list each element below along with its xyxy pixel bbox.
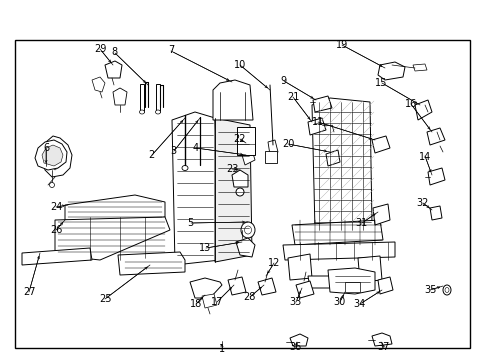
Text: 27: 27 <box>23 287 36 297</box>
Polygon shape <box>258 278 275 295</box>
Text: 10: 10 <box>233 60 245 70</box>
Text: 29: 29 <box>94 44 106 54</box>
Bar <box>156 84 160 112</box>
Text: 20: 20 <box>282 139 294 149</box>
Text: 19: 19 <box>335 40 348 50</box>
Ellipse shape <box>155 110 160 114</box>
Polygon shape <box>426 128 444 145</box>
Text: 14: 14 <box>418 152 431 162</box>
Polygon shape <box>371 136 389 153</box>
Polygon shape <box>327 268 374 294</box>
Polygon shape <box>172 112 220 265</box>
Text: 13: 13 <box>199 243 211 253</box>
Text: 31: 31 <box>355 218 367 228</box>
Polygon shape <box>287 254 311 280</box>
Text: 21: 21 <box>286 92 299 102</box>
Polygon shape <box>42 145 63 166</box>
Text: 17: 17 <box>211 297 224 307</box>
Polygon shape <box>289 334 307 346</box>
Text: 5: 5 <box>187 218 193 228</box>
Polygon shape <box>267 140 278 155</box>
Polygon shape <box>311 98 371 230</box>
Ellipse shape <box>139 110 144 114</box>
Text: 9: 9 <box>280 76 286 86</box>
Polygon shape <box>357 256 381 282</box>
Ellipse shape <box>49 183 54 188</box>
Polygon shape <box>65 195 164 225</box>
Polygon shape <box>236 238 254 257</box>
Polygon shape <box>291 220 382 245</box>
Text: 16: 16 <box>404 99 416 109</box>
Polygon shape <box>427 168 444 185</box>
Text: 1: 1 <box>219 344 225 354</box>
Polygon shape <box>227 277 245 295</box>
Polygon shape <box>113 88 127 105</box>
Polygon shape <box>105 61 122 78</box>
Bar <box>264 151 276 163</box>
Bar <box>140 84 143 112</box>
Text: 3: 3 <box>170 146 176 156</box>
Text: 28: 28 <box>243 292 255 302</box>
Text: 12: 12 <box>267 258 280 268</box>
Polygon shape <box>92 77 105 92</box>
Ellipse shape <box>236 188 244 196</box>
Text: 34: 34 <box>352 299 365 309</box>
Polygon shape <box>22 248 92 265</box>
Text: 22: 22 <box>233 134 245 144</box>
Polygon shape <box>307 276 361 288</box>
Polygon shape <box>231 170 247 187</box>
Text: 18: 18 <box>189 299 202 309</box>
Polygon shape <box>307 118 325 135</box>
Polygon shape <box>42 136 72 177</box>
Text: 33: 33 <box>289 297 302 307</box>
Polygon shape <box>377 277 392 294</box>
Polygon shape <box>50 145 65 170</box>
Polygon shape <box>55 217 170 260</box>
Polygon shape <box>283 242 394 260</box>
Text: 6: 6 <box>43 143 49 153</box>
Polygon shape <box>215 118 251 262</box>
Text: 30: 30 <box>333 297 346 307</box>
Text: 2: 2 <box>148 150 154 160</box>
Polygon shape <box>377 62 404 80</box>
Text: 4: 4 <box>192 143 198 153</box>
Ellipse shape <box>182 166 187 171</box>
Ellipse shape <box>241 222 254 238</box>
Text: 23: 23 <box>225 164 238 174</box>
Polygon shape <box>372 204 389 225</box>
Ellipse shape <box>442 285 450 295</box>
Polygon shape <box>190 278 222 298</box>
Polygon shape <box>325 150 339 166</box>
Text: 24: 24 <box>50 202 62 212</box>
Polygon shape <box>213 80 252 120</box>
Polygon shape <box>371 333 391 346</box>
Text: 7: 7 <box>168 45 174 55</box>
Polygon shape <box>312 96 331 112</box>
Polygon shape <box>414 100 431 120</box>
Polygon shape <box>35 140 67 170</box>
Text: 25: 25 <box>99 294 111 304</box>
Ellipse shape <box>444 288 448 292</box>
Text: 8: 8 <box>112 47 118 57</box>
Text: 26: 26 <box>50 225 62 235</box>
Text: 37: 37 <box>377 342 389 352</box>
Polygon shape <box>295 281 313 298</box>
Polygon shape <box>118 252 184 275</box>
Ellipse shape <box>244 226 251 234</box>
Polygon shape <box>412 64 426 71</box>
Text: 11: 11 <box>311 117 324 127</box>
Polygon shape <box>242 150 254 165</box>
Text: 32: 32 <box>416 198 428 208</box>
Bar <box>345 282 359 292</box>
Bar <box>15 40 469 348</box>
Text: 36: 36 <box>289 342 302 352</box>
Text: 35: 35 <box>423 285 436 295</box>
Bar <box>237 127 254 155</box>
Polygon shape <box>202 294 217 308</box>
Text: 15: 15 <box>374 78 387 88</box>
Polygon shape <box>429 206 441 220</box>
